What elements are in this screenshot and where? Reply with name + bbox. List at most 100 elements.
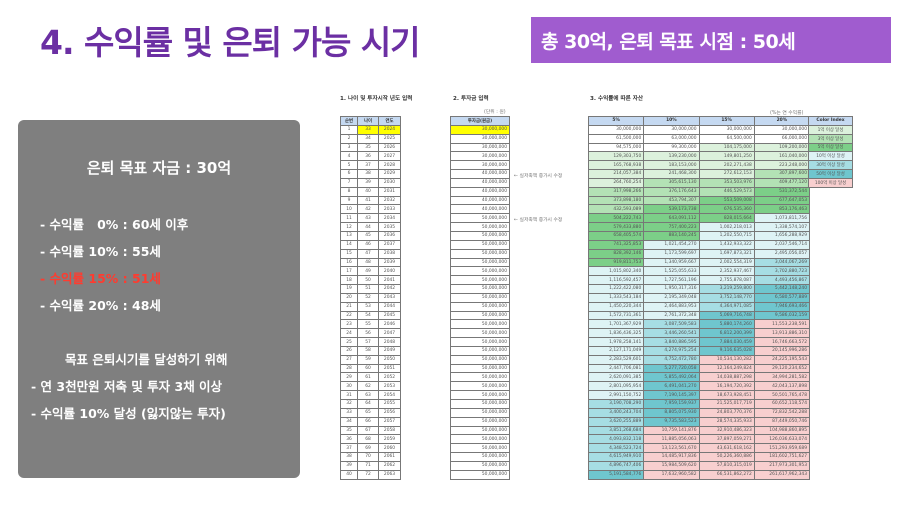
table-row: 828,392,146 1,173,599,697 1,697,873,321 2,4… [587,248,811,259]
age-cell: 67 [357,425,379,436]
table-row: 1,572,731,361 2,761,372,348 5,069,716,748 9… [587,310,811,321]
year-cell: 2051 [378,363,401,374]
table-row: 165,768,938 183,153,000 202,271,438 223,248… [587,160,811,171]
investment-cell: 50,000,000 [450,434,510,445]
table-row: 33 65 2056 [340,407,401,418]
index-cell: 12 [340,222,358,232]
asset-cell-rate-20: 50,501,765,478 [753,390,811,400]
table-row: 30,000,000 [450,124,510,135]
table-row: 30 62 2053 [340,381,401,392]
table-row: 1,333,543,184 2,195,349,048 3,752,148,770 6… [587,292,811,303]
table-row: 10 42 2033 [340,204,401,215]
index-cell: 28 [340,363,358,374]
asset-cell-rate-5: 94,575,000 [587,142,645,153]
table-row: 6 38 2029 [340,169,401,179]
asset-cell-rate-10: 15,984,509,620 [643,460,700,471]
investment-cell: 50,000,000 [450,222,510,232]
summary-panel: 은퇴 목표 자금 : 30억 - 수익률 0% : 60세 이후 - 수익률 1… [18,120,300,478]
table-row: 50,000,000 [450,328,510,339]
investment-cell: 50,000,000 [450,230,510,241]
age-cell: 71 [357,460,379,471]
asset-cell-rate-10: 3,446,260,541 [643,328,700,339]
unit-note: (단위 : 원) [484,110,506,115]
investment-cell: 50,000,000 [450,328,510,339]
table-row: 24 56 2047 [340,328,401,339]
asset-cell-rate-5: 4,896,747,406 [587,460,645,471]
asset-cell-rate-5: 919,811,753 [587,257,645,268]
year-cell: 2049 [378,345,401,356]
table-row: 2 34 2025 [340,133,401,144]
asset-cell-rate-10: 11,885,056,063 [643,434,700,445]
legend-row: 5억 이상 달성 [808,142,853,153]
asset-cell-rate-10: 183,153,000 [643,160,700,171]
year-cell: 2028 [378,160,401,171]
table-row: 4,896,747,406 15,984,509,620 57,810,315,01… [587,460,811,471]
table-row: 1,116,592,457 1,727,561,196 2,755,878,087 4… [587,275,811,286]
index-cell: 24 [340,328,358,339]
age-cell: 60 [357,363,379,374]
table-row: 18 50 2041 [340,275,401,286]
asset-cell-rate-15: 21,525,017,719 [698,399,755,409]
table-row: 40,000,000 [450,169,510,179]
asset-cell-rate-5: 5,191,584,776 [587,469,645,480]
asset-cell-rate-5: 1,116,592,457 [587,275,645,286]
asset-cell-rate-15: 149,801,250 [698,151,755,162]
table-row: 1,450,220,344 2,464,883,953 4,364,971,085 7… [587,301,811,312]
index-cell: 26 [340,345,358,356]
index-cell: 17 [340,266,358,277]
investment-cell: 40,000,000 [450,186,510,197]
asset-cell-rate-15: 64,500,000 [698,133,755,144]
index-cell: 19 [340,284,358,294]
tip-line-2: - 수익률 10% 달성 (잃지않는 투자) [31,406,226,421]
investment-cell: 50,000,000 [450,416,510,427]
table-row: 50,000,000 [450,266,510,277]
table-row: 1 33 2024 [340,124,401,135]
table-row: 373,898,180 453,794,307 553,509,008 677,647… [587,195,811,206]
rate-line-15-highlight: - 수익률 15% : 51세 [40,271,161,286]
age-cell: 46 [357,239,379,250]
investment-cell: 50,000,000 [450,399,510,409]
asset-cell-rate-15: 2,002,554,319 [698,257,755,268]
year-cell: 2048 [378,337,401,347]
table-row: 38 70 2061 [340,452,401,462]
asset-cell-rate-15: 50,226,360,886 [698,452,755,462]
year-cell: 2030 [378,177,401,188]
asset-cell-rate-10: 63,000,000 [643,133,700,144]
table-row: 50,000,000 [450,425,510,436]
asset-cell-rate-10: 3,087,509,583 [643,319,700,330]
legend-row: 50억 이상 달성 [808,169,853,179]
asset-cell-rate-20: 531,372,544 [753,186,811,197]
investment-cell: 40,000,000 [450,169,510,179]
table-row: 40,000,000 [450,204,510,215]
age-cell: 51 [357,284,379,294]
table-row: 50,000,000 [450,248,510,259]
investment-cell: 50,000,000 [450,443,510,454]
asset-cell-rate-20: 161,040,000 [753,151,811,162]
table-row: 14 46 2037 [340,239,401,250]
asset-cell-rate-20: 7,946,693,466 [753,301,811,312]
table-row: 19 51 2042 [340,284,401,294]
asset-cell-rate-15: 1,697,873,321 [698,248,755,259]
asset-cell-rate-10: 17,632,960,582 [643,469,700,480]
legend-item: 5억 이상 달성 [808,142,853,153]
asset-cell-rate-10: 1,525,055,633 [643,266,700,277]
year-cell: 2050 [378,354,401,365]
age-year-table: 순번 나이 연도 1 33 2024 2 34 2025 3 35 2026 4 36 2027 5 37 20… [340,116,401,480]
year-cell: 2031 [378,186,401,197]
header-rate-20: 20% [753,116,811,126]
index-cell: 21 [340,301,358,312]
asset-cell-rate-5: 4,093,832,118 [587,434,645,445]
index-cell: 2 [340,133,358,144]
age-cell: 45 [357,230,379,241]
asset-cell-rate-15: 9,116,635,028 [698,345,755,356]
asset-cell-rate-10: 3,840,886,595 [643,337,700,347]
asset-cell-rate-5: 264,760,254 [587,177,645,188]
asset-cell-rate-15: 5,069,716,748 [698,310,755,321]
asset-cell-rate-20: 66,000,000 [753,133,811,144]
asset-cell-rate-20: 4,493,456,867 [753,275,811,286]
index-cell: 25 [340,337,358,347]
asset-cell-rate-5: 2,447,706,081 [587,363,645,374]
asset-cell-rate-5: 1,015,802,340 [587,266,645,277]
asset-cell-rate-10: 7,190,145,397 [643,390,700,400]
table-row: 2,620,091,385 5,855,492,064 14,038,887,298… [587,372,811,383]
